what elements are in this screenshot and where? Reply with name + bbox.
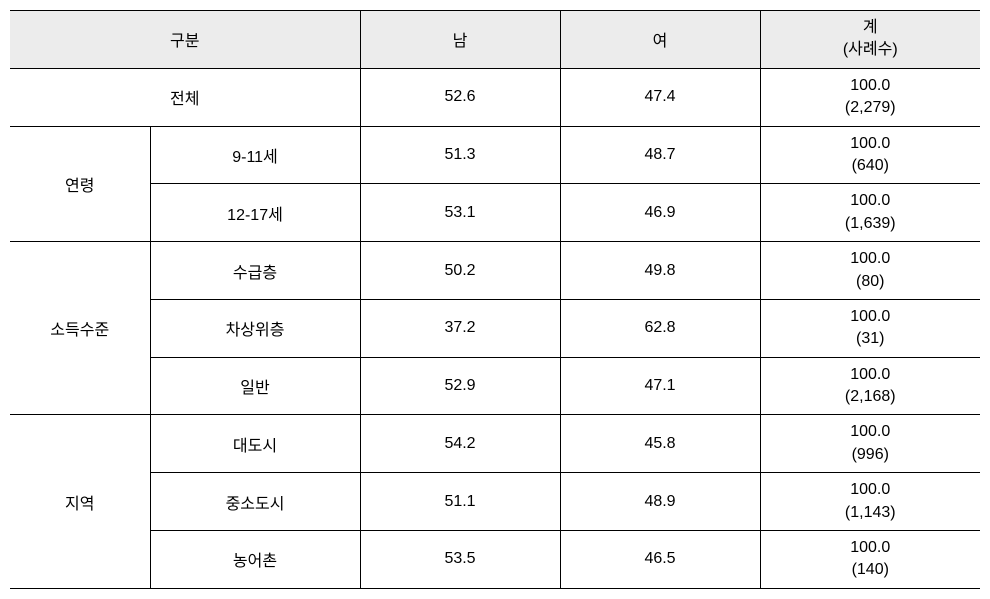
income-r2-label: 일반 [150,357,360,415]
income-r2-female: 47.1 [560,357,760,415]
col-header-total-line1: 계 [863,19,878,36]
demographics-table: 구분 남 여 계 (사례수) 전체 52.6 47.4 100.0 (2,279… [10,10,980,589]
region-r0-female: 45.8 [560,415,760,473]
region-r2-female: 46.5 [560,531,760,589]
group-age-label: 연령 [10,126,150,242]
col-header-male: 남 [360,11,560,69]
total-row: 전체 52.6 47.4 100.0 (2,279) [10,68,980,126]
income-r0-total: 100.0 (80) [760,242,980,300]
region-r1-total: 100.0 (1,143) [760,473,980,531]
group-income-label: 소득수준 [10,242,150,415]
region-r1-label: 중소도시 [150,473,360,531]
income-r2-male: 52.9 [360,357,560,415]
income-r1-female: 62.8 [560,299,760,357]
region-r0-label: 대도시 [150,415,360,473]
age-12-17-total: 100.0 (1,639) [760,184,980,242]
table-row: 일반 52.9 47.1 100.0 (2,168) [10,357,980,415]
group-region-label: 지역 [10,415,150,588]
total-total-l1: 100.0 [850,77,890,94]
region-r2-male: 53.5 [360,531,560,589]
region-r2-label: 농어촌 [150,531,360,589]
col-header-total-line2: (사례수) [843,41,898,58]
table-row: 소득수준 수급층 50.2 49.8 100.0 (80) [10,242,980,300]
income-r0-female: 49.8 [560,242,760,300]
col-header-total: 계 (사례수) [760,11,980,69]
age-9-11-male: 51.3 [360,126,560,184]
income-r1-label: 차상위층 [150,299,360,357]
age-9-11-label: 9-11세 [150,126,360,184]
table-row: 연령 9-11세 51.3 48.7 100.0 (640) [10,126,980,184]
total-female: 47.4 [560,68,760,126]
age-9-11-total: 100.0 (640) [760,126,980,184]
region-r1-female: 48.9 [560,473,760,531]
age-12-17-male: 53.1 [360,184,560,242]
total-male: 52.6 [360,68,560,126]
total-label: 전체 [10,68,360,126]
table-header-row: 구분 남 여 계 (사례수) [10,11,980,69]
table-row: 12-17세 53.1 46.9 100.0 (1,639) [10,184,980,242]
region-r0-total: 100.0 (996) [760,415,980,473]
total-total: 100.0 (2,279) [760,68,980,126]
income-r0-male: 50.2 [360,242,560,300]
region-r2-total: 100.0 (140) [760,531,980,589]
income-r2-total: 100.0 (2,168) [760,357,980,415]
total-total-l2: (2,279) [845,99,896,116]
table-row: 농어촌 53.5 46.5 100.0 (140) [10,531,980,589]
table-row: 차상위층 37.2 62.8 100.0 (31) [10,299,980,357]
table-row: 지역 대도시 54.2 45.8 100.0 (996) [10,415,980,473]
age-12-17-female: 46.9 [560,184,760,242]
income-r1-total: 100.0 (31) [760,299,980,357]
region-r1-male: 51.1 [360,473,560,531]
col-header-female: 여 [560,11,760,69]
age-9-11-female: 48.7 [560,126,760,184]
col-header-category: 구분 [10,11,360,69]
table-row: 중소도시 51.1 48.9 100.0 (1,143) [10,473,980,531]
region-r0-male: 54.2 [360,415,560,473]
income-r1-male: 37.2 [360,299,560,357]
income-r0-label: 수급층 [150,242,360,300]
age-12-17-label: 12-17세 [150,184,360,242]
